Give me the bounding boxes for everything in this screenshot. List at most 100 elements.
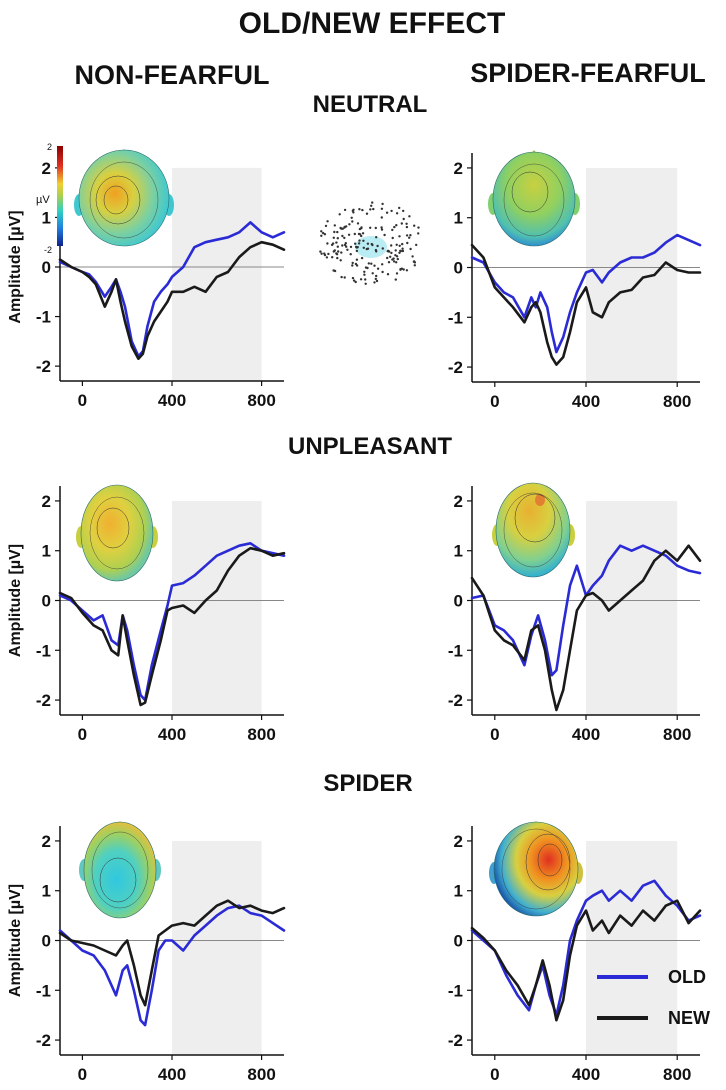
y-axis-label-unpleasant-non-fearful: Amplitude [µV] bbox=[7, 544, 24, 657]
electrode-dot bbox=[397, 258, 399, 260]
topomap-unpleasant-spider-fearful bbox=[492, 483, 575, 577]
electrode-dot bbox=[389, 256, 391, 258]
shaded-window-unpleasant-spider-fearful bbox=[586, 501, 677, 715]
electrode-dot bbox=[357, 222, 359, 224]
electrode-dot bbox=[380, 226, 382, 228]
y-tick-label: 0 bbox=[42, 932, 51, 951]
topomap-spider-spider-fearful bbox=[489, 821, 583, 916]
electrode-dot bbox=[396, 255, 398, 257]
electrode-dot bbox=[411, 255, 413, 257]
y-tick-label: 0 bbox=[454, 592, 463, 611]
electrode-dot bbox=[333, 237, 335, 239]
electrode-dot bbox=[406, 226, 408, 228]
y-tick-label: 2 bbox=[42, 492, 51, 511]
y-tick-label: -1 bbox=[448, 308, 463, 327]
colorbar-unit: µV bbox=[36, 194, 50, 206]
electrode-dot bbox=[413, 225, 415, 227]
electrode-dot bbox=[387, 273, 389, 275]
electrode-dot bbox=[373, 265, 375, 267]
electrode-dot bbox=[365, 266, 367, 268]
electrode-dot bbox=[358, 208, 360, 210]
electrode-dot bbox=[390, 252, 392, 254]
electrode-dot bbox=[375, 249, 377, 251]
electrode-dot bbox=[406, 234, 408, 236]
electrode-dot bbox=[344, 244, 346, 246]
electrode-dot bbox=[341, 244, 343, 246]
electrode-dot bbox=[350, 253, 352, 255]
electrode-dot bbox=[387, 250, 389, 252]
electrode-dot bbox=[331, 256, 333, 258]
electrode-dot bbox=[362, 240, 364, 242]
y-tick-label: 2 bbox=[42, 159, 51, 178]
electrode-dot bbox=[369, 208, 371, 210]
x-tick-label: 800 bbox=[663, 392, 691, 411]
electrode-dot bbox=[409, 234, 411, 236]
electrode-dot bbox=[326, 242, 328, 244]
electrode-dot bbox=[393, 260, 395, 262]
electrode-dot bbox=[401, 243, 403, 245]
electrode-dot bbox=[364, 278, 366, 280]
x-tick-label: 800 bbox=[663, 725, 691, 744]
electrode-dot bbox=[375, 278, 377, 280]
electrode-dot bbox=[326, 220, 328, 222]
electrode-dot bbox=[402, 210, 404, 212]
electrode-dot bbox=[376, 245, 378, 247]
electrode-dot bbox=[382, 247, 384, 249]
y-tick-label: 1 bbox=[454, 542, 463, 561]
electrode-dot bbox=[375, 227, 377, 229]
electrode-dot bbox=[356, 246, 358, 248]
electrode-dot bbox=[395, 278, 397, 280]
x-tick-label: 400 bbox=[158, 1065, 186, 1084]
electrode-dot bbox=[368, 262, 370, 264]
electrode-dot bbox=[395, 224, 397, 226]
electrode-dot bbox=[322, 232, 324, 234]
electrode-dot bbox=[320, 235, 322, 237]
electrode-dot bbox=[358, 242, 360, 244]
electrode-dot bbox=[319, 250, 321, 252]
topomap-neutral-non-fearful bbox=[74, 149, 174, 246]
electrode-dot bbox=[337, 246, 339, 248]
electrode-dot bbox=[372, 208, 374, 210]
y-tick-label: -1 bbox=[36, 981, 51, 1000]
electrode-dot bbox=[388, 261, 390, 263]
electrode-dot bbox=[396, 272, 398, 274]
electrode-dot bbox=[336, 253, 338, 255]
x-tick-label: 800 bbox=[247, 391, 275, 410]
electrode-dot bbox=[399, 245, 401, 247]
x-tick-label: 400 bbox=[572, 725, 600, 744]
electrode-dot bbox=[377, 268, 379, 270]
electrode-dot bbox=[399, 268, 401, 270]
electrode-dot bbox=[395, 249, 397, 251]
electrode-dot bbox=[345, 225, 347, 227]
y-tick-label: -2 bbox=[448, 691, 463, 710]
x-tick-label: 0 bbox=[490, 725, 499, 744]
electrode-dot bbox=[320, 230, 322, 232]
electrode-dot bbox=[376, 280, 378, 282]
electrode-dot bbox=[356, 250, 358, 252]
electrode-dot bbox=[355, 281, 357, 283]
y-axis-label-spider-non-fearful: Amplitude [µV] bbox=[7, 884, 24, 997]
electrode-dot bbox=[393, 226, 395, 228]
electrode-dot bbox=[354, 243, 356, 245]
electrode-dot bbox=[340, 276, 342, 278]
x-tick-label: 400 bbox=[572, 392, 600, 411]
electrode-dot bbox=[399, 250, 401, 252]
y-tick-label: 0 bbox=[42, 592, 51, 611]
electrode-dot bbox=[348, 234, 350, 236]
electrode-dot bbox=[392, 237, 394, 239]
electrode-dot bbox=[360, 278, 362, 280]
electrode-dot bbox=[367, 243, 369, 245]
electrode-dot bbox=[336, 231, 338, 233]
electrode-dot bbox=[343, 237, 345, 239]
x-tick-label: 0 bbox=[78, 725, 87, 744]
y-tick-label: -2 bbox=[36, 691, 51, 710]
row-header-neutral: NEUTRAL bbox=[313, 91, 428, 118]
electrode-dot bbox=[396, 244, 398, 246]
electrode-dot bbox=[362, 232, 364, 234]
electrode-dot bbox=[336, 257, 338, 259]
electrode-dot bbox=[381, 216, 383, 218]
y-tick-label: 2 bbox=[454, 832, 463, 851]
electrode-dot bbox=[392, 257, 394, 259]
electrode-dot bbox=[340, 259, 342, 261]
electrode-dot bbox=[334, 224, 336, 226]
